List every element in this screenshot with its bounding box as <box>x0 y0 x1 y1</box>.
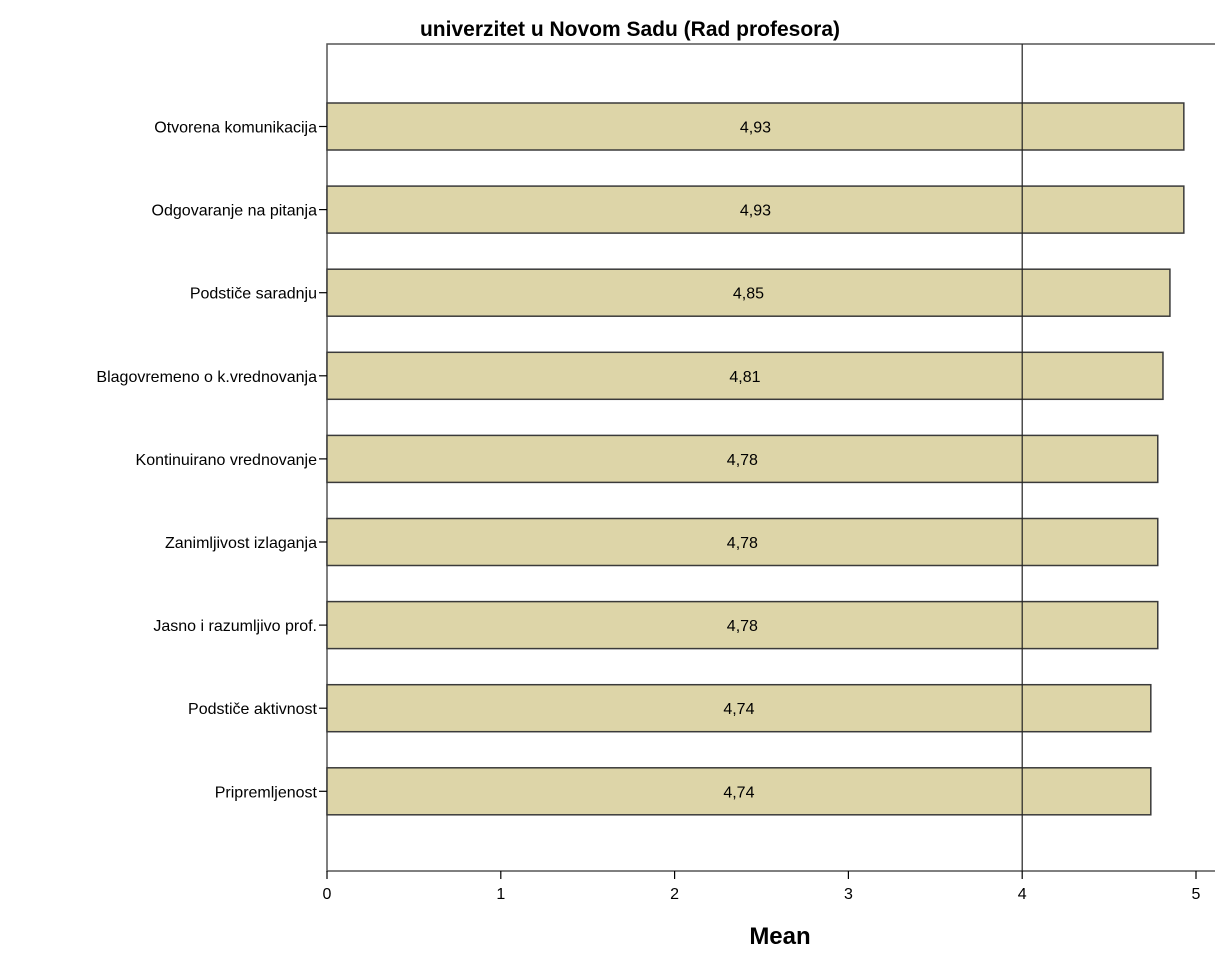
x-axis-title: Mean <box>749 923 810 950</box>
category-label: Pripremljenost <box>215 784 318 801</box>
category-label: Otvorena komunikacija <box>154 120 317 137</box>
category-label: Jasno i razumljivo prof. <box>153 618 317 635</box>
category-label: Kontinuirano vrednovanje <box>136 452 318 469</box>
bar <box>326 600 1159 650</box>
bars-layer: 4,93 Otvorena komunikacija 4,93 Odgovaranje… <box>96 102 1185 816</box>
bar <box>326 268 1171 317</box>
bar-value-label: 4,93 <box>740 120 771 137</box>
bar <box>326 767 1152 816</box>
x-tick-label: 4 <box>1018 886 1027 903</box>
category-label: Zanimljivost izlaganja <box>165 535 317 552</box>
bar-value-label: 4,81 <box>729 369 760 386</box>
x-tick-label: 2 <box>670 886 679 903</box>
bar <box>326 683 1152 733</box>
category-label: Blagovremeno o k.vrednovanja <box>96 369 317 386</box>
bar <box>326 102 1185 151</box>
category-label: Podstiče saradnju <box>190 286 317 303</box>
x-tick-label: 1 <box>496 886 505 903</box>
x-tick-label: 0 <box>323 886 332 903</box>
bar-value-label: 4,78 <box>727 452 758 469</box>
x-tick-label: 3 <box>844 886 853 903</box>
category-label: Odgovaranje na pitanja <box>152 203 318 220</box>
bar-value-label: 4,93 <box>740 203 771 220</box>
bar-value-label: 4,85 <box>733 286 764 303</box>
bar <box>326 434 1159 484</box>
bar-value-label: 4,78 <box>727 618 758 635</box>
chart-title: univerzitet u Novom Sadu (Rad profesora) <box>420 18 840 41</box>
bar-value-label: 4,74 <box>723 701 754 718</box>
x-axis: 0 1 2 3 4 5 <box>323 871 1201 903</box>
category-label: Podstiče aktivnost <box>188 701 318 718</box>
bar <box>326 517 1159 567</box>
x-tick-label: 5 <box>1192 886 1201 903</box>
bar-value-label: 4,78 <box>727 535 758 552</box>
bar-value-label: 4,74 <box>723 784 754 801</box>
